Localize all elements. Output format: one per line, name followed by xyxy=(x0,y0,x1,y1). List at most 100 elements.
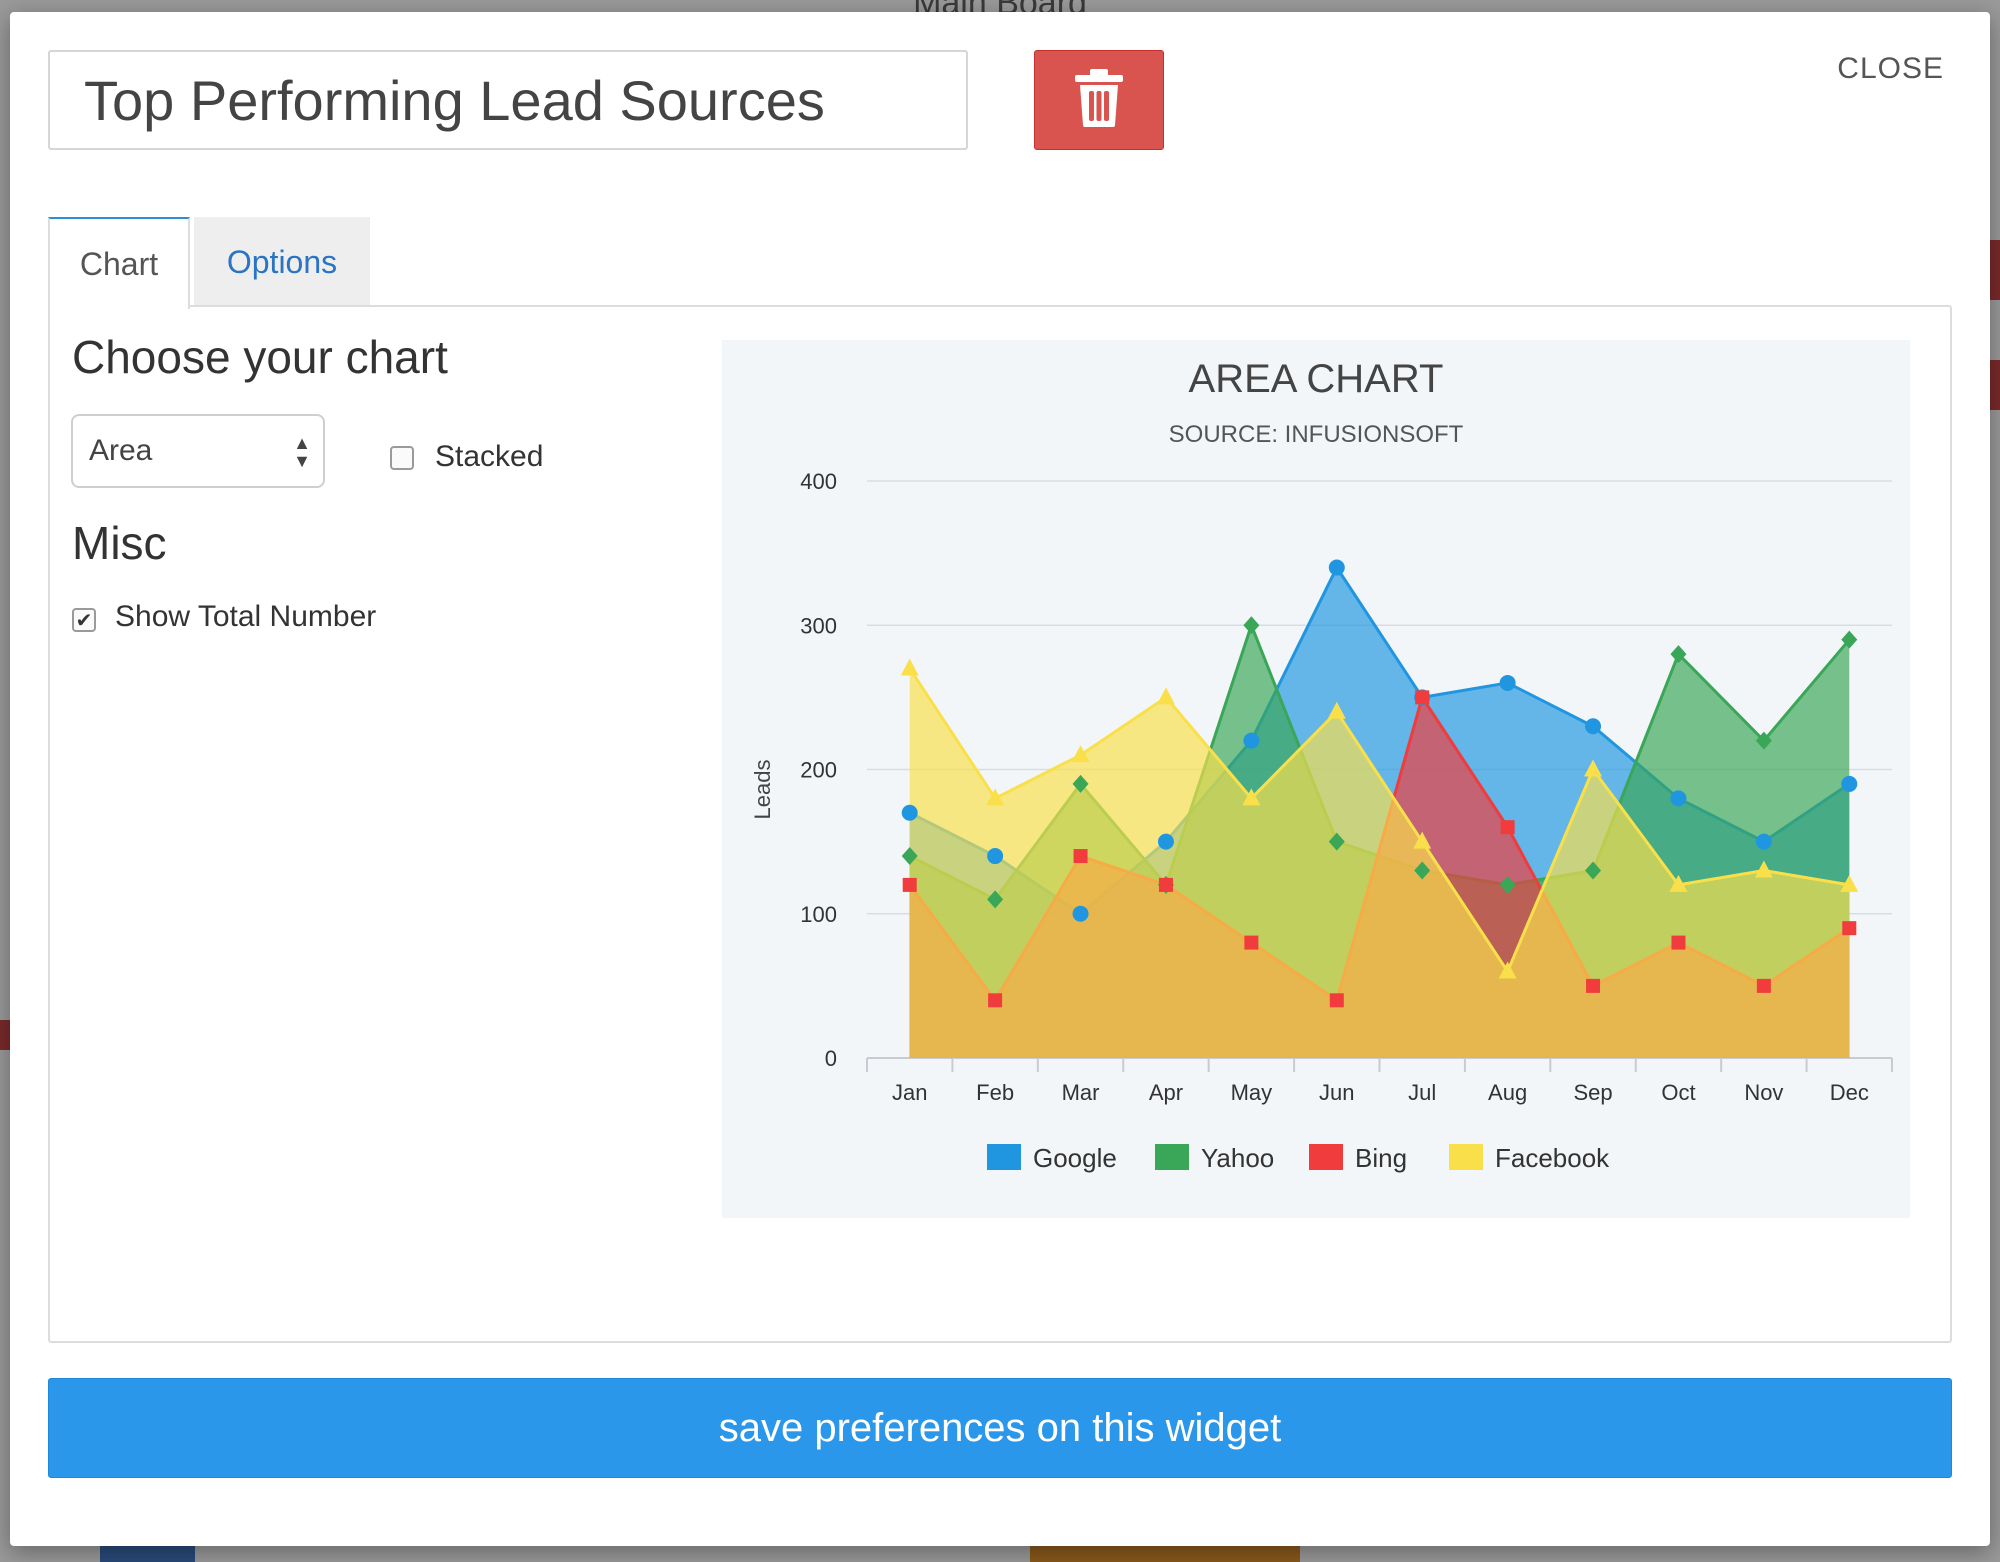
point-yahoo xyxy=(1072,774,1089,793)
point-bing xyxy=(1073,849,1088,864)
x-tick-label: Dec xyxy=(1830,1080,1869,1105)
chart-subtitle: SOURCE: INFUSIONSOFT xyxy=(1169,421,1464,448)
backdrop-strip xyxy=(1030,1546,1300,1562)
point-google xyxy=(1755,833,1772,850)
line-facebook xyxy=(908,667,1850,975)
x-tick-label: Sep xyxy=(1573,1080,1612,1105)
point-bing xyxy=(988,993,1003,1008)
legend-swatch-facebook xyxy=(1449,1144,1483,1170)
legend-label-google: Google xyxy=(1033,1143,1117,1173)
point-facebook xyxy=(1327,701,1346,719)
point-google xyxy=(1157,833,1174,850)
point-bing xyxy=(1671,935,1686,950)
point-yahoo xyxy=(1414,861,1431,880)
stacked-checkbox[interactable] xyxy=(390,446,414,470)
backdrop-strip xyxy=(1990,360,2000,410)
point-facebook xyxy=(1584,759,1603,777)
point-google xyxy=(1072,905,1089,922)
point-yahoo xyxy=(1585,861,1602,880)
point-yahoo xyxy=(1243,616,1260,635)
delete-widget-button[interactable] xyxy=(1034,50,1164,150)
x-tick-label: Feb xyxy=(976,1080,1014,1105)
point-google xyxy=(1328,559,1345,576)
x-tick-label: Jan xyxy=(892,1080,927,1105)
up-down-arrows-icon: ▲ ▼ xyxy=(293,433,311,471)
chart-type-selected-value: Area xyxy=(89,434,153,467)
point-facebook xyxy=(1840,874,1859,892)
area-chart: AREA CHART SOURCE: INFUSIONSOFT 0 100 200 300… xyxy=(722,340,1910,1218)
point-bing xyxy=(1158,877,1173,892)
point-facebook xyxy=(1071,745,1090,763)
y-tick-label: 400 xyxy=(800,469,837,494)
tab-options[interactable]: Options xyxy=(194,217,370,307)
x-tick-label: Jul xyxy=(1408,1080,1436,1105)
legend-label-facebook: Facebook xyxy=(1495,1143,1610,1173)
point-bing xyxy=(1500,820,1515,835)
x-tick-label: Jun xyxy=(1319,1080,1354,1105)
legend-swatch-yahoo xyxy=(1155,1144,1189,1170)
y-tick-label: 100 xyxy=(800,902,837,927)
point-facebook xyxy=(986,788,1005,806)
x-tick-label: Oct xyxy=(1661,1080,1695,1105)
y-tick-label: 0 xyxy=(825,1046,837,1071)
point-google xyxy=(987,848,1004,865)
chart-type-select[interactable]: Area ▲ ▼ xyxy=(71,414,325,488)
area-chart-svg: AREA CHART SOURCE: INFUSIONSOFT 0 100 200 300… xyxy=(750,357,1893,1173)
point-facebook xyxy=(1156,687,1175,705)
point-facebook xyxy=(1242,788,1261,806)
y-tick-label: 200 xyxy=(800,758,837,783)
point-bing xyxy=(1415,690,1430,705)
x-tick-label: Aug xyxy=(1488,1080,1527,1105)
widget-title-input[interactable] xyxy=(48,50,968,150)
point-yahoo xyxy=(1755,731,1772,750)
close-button[interactable]: CLOSE xyxy=(1837,52,1944,85)
tab-chart[interactable]: Chart xyxy=(48,217,190,309)
point-yahoo xyxy=(1328,832,1345,851)
point-facebook xyxy=(1413,831,1432,849)
legend-label-bing: Bing xyxy=(1355,1143,1407,1173)
legend-swatch-google xyxy=(987,1144,1021,1170)
legend-label-yahoo: Yahoo xyxy=(1201,1143,1274,1173)
widget-settings-modal: CLOSE Chart Options Choose your chart Ar… xyxy=(10,12,1990,1546)
point-facebook xyxy=(1498,961,1517,979)
point-facebook xyxy=(1754,860,1773,878)
point-google xyxy=(1499,674,1516,691)
y-axis-label: Leads xyxy=(750,760,775,820)
point-bing xyxy=(1842,921,1857,936)
backdrop-strip xyxy=(100,1546,195,1562)
x-tick-label: Nov xyxy=(1744,1080,1783,1105)
point-bing xyxy=(1244,935,1259,950)
x-tick-label: May xyxy=(1231,1080,1273,1105)
area-facebook xyxy=(909,668,1850,1058)
save-preferences-button[interactable]: save preferences on this widget xyxy=(48,1378,1952,1478)
trash-icon xyxy=(1071,67,1127,134)
point-bing xyxy=(902,877,917,892)
point-yahoo xyxy=(1499,875,1516,894)
point-bing xyxy=(1586,978,1601,993)
misc-heading: Misc xyxy=(72,517,167,569)
point-facebook xyxy=(900,658,919,676)
point-google xyxy=(1670,790,1687,807)
y-tick-label: 300 xyxy=(800,613,837,638)
point-google xyxy=(1585,718,1602,735)
x-tick-label: Apr xyxy=(1149,1080,1183,1105)
chart-title: AREA CHART xyxy=(1189,357,1444,401)
legend-swatch-bing xyxy=(1309,1144,1343,1170)
point-bing xyxy=(1329,993,1344,1008)
point-google xyxy=(1243,732,1260,749)
stacked-label: Stacked xyxy=(435,440,544,473)
point-bing xyxy=(1756,978,1771,993)
point-yahoo xyxy=(1841,630,1858,649)
show-total-checkbox[interactable]: ✔ xyxy=(72,608,96,632)
point-facebook xyxy=(1669,874,1688,892)
point-yahoo xyxy=(1670,645,1687,664)
choose-chart-heading: Choose your chart xyxy=(72,331,448,383)
show-total-label: Show Total Number xyxy=(115,600,377,633)
point-google xyxy=(901,804,918,821)
checkmark-icon: ✔ xyxy=(75,609,93,632)
x-tick-label: Mar xyxy=(1062,1080,1100,1105)
point-google xyxy=(1841,775,1858,792)
backdrop-strip xyxy=(0,1020,10,1050)
backdrop-strip xyxy=(1990,240,2000,300)
point-yahoo xyxy=(901,847,918,866)
